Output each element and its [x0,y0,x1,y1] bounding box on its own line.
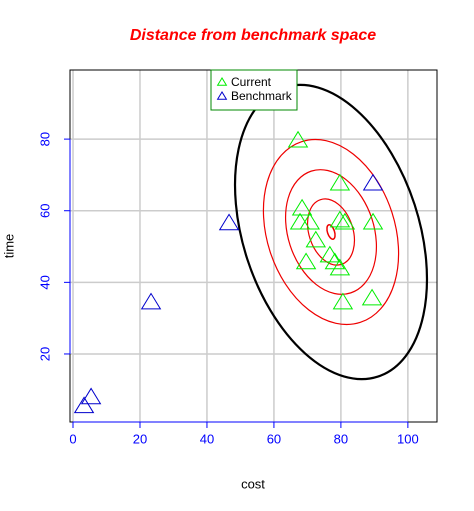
point [329,173,351,191]
point [289,212,311,230]
point [80,387,102,405]
contour [284,169,378,295]
point [329,258,351,276]
y-tick-label: 60 [37,203,52,217]
x-tick-label: 20 [133,431,147,446]
x-tick-label: 60 [267,431,281,446]
contour [262,138,400,326]
point [329,210,351,228]
x-tick-label: 40 [200,431,214,446]
legend-box [210,69,298,111]
plot-frame [69,69,438,423]
point [140,292,162,310]
x-tick-label: 100 [397,431,419,446]
legend-marker [216,91,228,100]
point [287,130,309,148]
legend-marker [216,77,228,86]
outer-contour [233,83,429,381]
legend-label: Current [231,75,272,89]
grid [70,70,437,422]
legend-label: Benchmark [231,89,293,103]
point [332,292,354,310]
contours [233,83,429,381]
y-tick-label: 80 [37,132,52,146]
point [299,212,320,230]
x-tick-label: 0 [69,431,76,446]
point [73,396,95,414]
point [362,212,384,230]
marks [73,130,384,414]
y-tick-label: 40 [37,275,52,289]
point [361,288,383,306]
y-axis-label: time [1,234,16,259]
point [295,252,317,270]
x-tick-label: 80 [334,431,348,446]
point [334,212,356,230]
point [362,173,384,191]
y-tick-label: 20 [37,347,52,361]
point [324,252,346,270]
point [218,213,240,231]
point [291,198,313,216]
x-axis-label: cost [241,476,265,491]
point [305,230,327,248]
contour [326,224,336,240]
chart-title: Distance from benchmark space [130,27,376,44]
